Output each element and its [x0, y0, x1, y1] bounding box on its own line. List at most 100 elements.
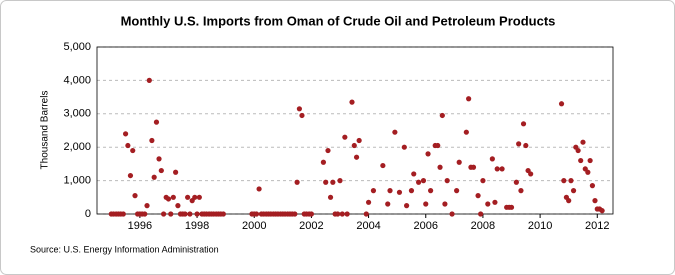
data-point — [585, 169, 591, 175]
data-point — [380, 162, 386, 169]
data-point — [518, 188, 524, 194]
data-point — [435, 142, 441, 149]
data-point — [401, 144, 407, 150]
data-point — [463, 129, 469, 135]
x-tick-label: 2010 — [528, 220, 552, 232]
data-point — [342, 134, 348, 140]
data-point — [520, 121, 527, 127]
chart-title: Monthly U.S. Imports from Oman of Crude … — [121, 13, 556, 28]
data-point — [185, 194, 191, 200]
data-point — [485, 201, 491, 207]
data-point — [442, 201, 448, 207]
data-point — [337, 178, 343, 184]
data-point — [325, 147, 331, 154]
data-point — [508, 204, 515, 210]
data-point — [575, 147, 581, 154]
data-point — [161, 211, 167, 217]
data-point — [144, 203, 150, 209]
data-point — [404, 203, 410, 209]
data-point — [170, 194, 176, 200]
data-point — [351, 142, 357, 149]
data-point — [349, 99, 355, 105]
data-point — [425, 151, 431, 157]
data-point — [475, 193, 481, 199]
data-point — [194, 211, 200, 217]
data-point — [416, 179, 422, 185]
data-point — [385, 201, 391, 207]
data-point — [587, 157, 593, 164]
data-point — [339, 211, 345, 217]
data-point — [165, 196, 172, 202]
data-point — [182, 211, 188, 217]
data-point — [568, 178, 574, 184]
data-point — [175, 203, 181, 209]
data-point — [256, 186, 262, 192]
data-point — [480, 178, 486, 184]
data-point — [146, 77, 152, 83]
y-tick-label: 2,000 — [63, 141, 91, 153]
y-tick-label: 5,000 — [63, 41, 91, 53]
data-point — [392, 129, 398, 135]
y-tick-label: 4,000 — [63, 74, 91, 86]
data-point — [173, 169, 179, 175]
data-point — [396, 189, 403, 195]
data-point — [363, 211, 369, 217]
data-point — [492, 199, 498, 205]
data-point — [578, 157, 584, 164]
data-point — [499, 166, 505, 172]
data-point — [558, 101, 565, 107]
data-point — [580, 139, 586, 145]
data-point — [523, 142, 529, 149]
data-point — [142, 211, 148, 217]
data-point — [125, 142, 131, 149]
data-point — [323, 179, 329, 185]
data-point — [132, 193, 138, 199]
data-point — [470, 164, 477, 170]
data-point — [478, 211, 484, 217]
data-point — [122, 131, 129, 137]
data-point — [344, 211, 350, 217]
data-point — [589, 183, 596, 189]
y-tick-label: 0 — [85, 208, 91, 220]
source-note: Source: U.S. Energy Information Administ… — [30, 244, 219, 254]
data-point — [428, 188, 434, 194]
data-point — [353, 154, 360, 160]
data-point — [494, 166, 500, 172]
data-point — [120, 211, 126, 217]
x-tick-label: 2000 — [242, 220, 266, 232]
data-point — [153, 119, 160, 125]
data-point — [411, 171, 417, 177]
x-tick-label: 2002 — [299, 220, 323, 232]
data-point — [149, 137, 155, 144]
data-point — [513, 179, 519, 185]
y-tick-label: 1,000 — [63, 175, 91, 187]
x-tick-label: 2012 — [585, 220, 609, 232]
data-point — [292, 211, 298, 217]
data-point — [299, 112, 305, 119]
data-point — [335, 211, 341, 217]
data-point — [408, 188, 415, 194]
data-point — [187, 211, 193, 217]
data-point — [168, 211, 174, 217]
data-point — [130, 147, 136, 154]
data-point — [387, 188, 393, 194]
data-point — [156, 156, 162, 162]
data-point — [566, 198, 572, 204]
y-axis-label: Thousand Barrels — [40, 91, 51, 170]
data-point — [365, 199, 372, 205]
data-point — [599, 208, 605, 214]
data-point — [196, 194, 202, 200]
data-point — [370, 188, 377, 194]
data-point — [356, 137, 362, 144]
data-point — [127, 172, 134, 179]
data-point — [592, 198, 598, 204]
data-point — [253, 211, 260, 217]
data-point — [158, 167, 164, 174]
data-point — [437, 164, 443, 170]
data-point — [528, 171, 534, 177]
data-point — [151, 174, 157, 180]
data-point — [327, 194, 334, 200]
data-point — [570, 188, 577, 194]
